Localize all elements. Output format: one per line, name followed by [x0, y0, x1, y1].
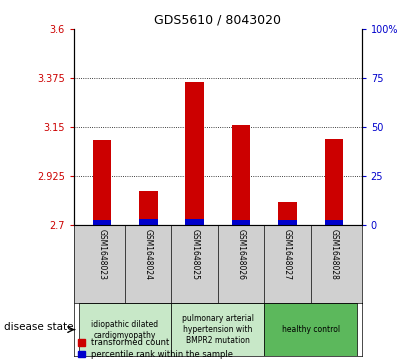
- Bar: [185, 82, 204, 225]
- Text: idiopathic dilated
cardiomyopathy: idiopathic dilated cardiomyopathy: [92, 319, 159, 340]
- Text: disease state: disease state: [4, 322, 74, 332]
- FancyBboxPatch shape: [171, 303, 264, 356]
- Text: GSM1648028: GSM1648028: [329, 229, 338, 280]
- Text: GSM1648027: GSM1648027: [283, 229, 292, 280]
- Text: GSM1648026: GSM1648026: [237, 229, 245, 280]
- Bar: [139, 191, 157, 225]
- Bar: [92, 220, 111, 225]
- Bar: [278, 220, 297, 225]
- Bar: [232, 125, 250, 225]
- Text: healthy control: healthy control: [282, 325, 340, 334]
- Bar: [325, 220, 343, 225]
- Bar: [325, 139, 343, 225]
- Bar: [278, 202, 297, 225]
- Text: GSM1648025: GSM1648025: [190, 229, 199, 280]
- Text: GSM1648024: GSM1648024: [144, 229, 153, 280]
- Legend: transformed count, percentile rank within the sample: transformed count, percentile rank withi…: [78, 338, 233, 359]
- Bar: [139, 219, 157, 225]
- Title: GDS5610 / 8043020: GDS5610 / 8043020: [154, 13, 282, 26]
- FancyBboxPatch shape: [264, 303, 357, 356]
- Bar: [185, 219, 204, 225]
- Text: GSM1648023: GSM1648023: [97, 229, 106, 280]
- Text: pulmonary arterial
hypertension with
BMPR2 mutation: pulmonary arterial hypertension with BMP…: [182, 314, 254, 345]
- FancyBboxPatch shape: [79, 303, 171, 356]
- Bar: [232, 220, 250, 225]
- Bar: [92, 140, 111, 225]
